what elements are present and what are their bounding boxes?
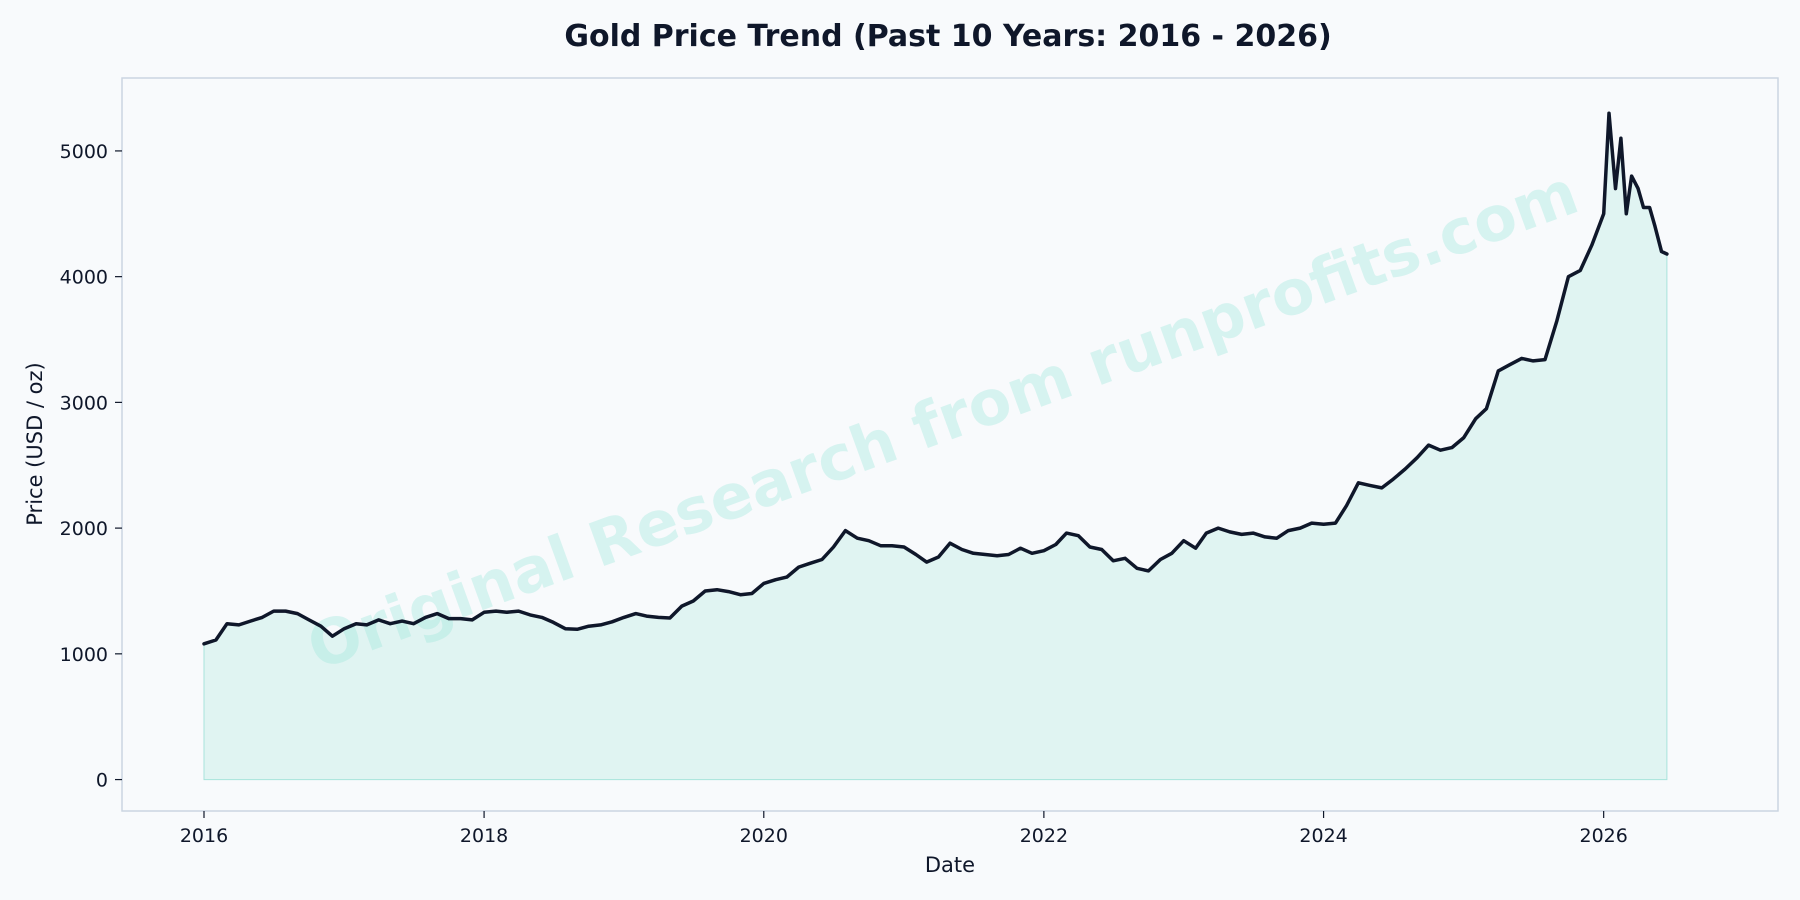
x-axis: 2016 2018 2020 2022 2024 2026 [180, 811, 1628, 847]
y-axis: 0 1000 2000 3000 4000 5000 [60, 141, 122, 792]
x-tick-label: 2024 [1299, 825, 1347, 847]
y-tick-label: 1000 [60, 644, 108, 666]
y-axis-label: Price (USD / oz) [23, 362, 47, 525]
chart-title: Gold Price Trend (Past 10 Years: 2016 - … [564, 19, 1331, 54]
y-tick-label: 4000 [60, 267, 108, 289]
x-tick-label: 2020 [740, 825, 788, 847]
y-tick-label: 3000 [60, 392, 108, 414]
y-tick-label: 2000 [60, 518, 108, 540]
x-tick-label: 2022 [1020, 825, 1068, 847]
x-axis-label: Date [925, 853, 975, 877]
price-line [202, 111, 1669, 646]
x-tick-label: 2016 [180, 825, 228, 847]
plot-frame [121, 77, 1779, 812]
x-tick-label: 2026 [1579, 825, 1627, 847]
y-tick-label: 5000 [60, 141, 108, 163]
price-line-layer [202, 111, 1669, 646]
x-tick-label: 2018 [460, 825, 508, 847]
y-tick-label: 0 [96, 770, 108, 792]
